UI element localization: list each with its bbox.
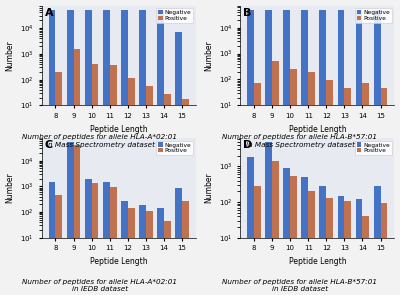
Bar: [139, 205, 146, 295]
Bar: [283, 9, 290, 295]
Bar: [380, 88, 388, 295]
Bar: [146, 211, 153, 295]
Y-axis label: Number: Number: [6, 40, 14, 71]
Text: D: D: [243, 140, 252, 150]
Bar: [164, 221, 171, 295]
Text: Number of peptides for allele HLA-A*02:01
in IEDB dataset: Number of peptides for allele HLA-A*02:0…: [22, 279, 178, 292]
Bar: [182, 201, 189, 295]
Bar: [56, 194, 62, 295]
Bar: [146, 86, 153, 295]
Text: C: C: [45, 140, 53, 150]
Y-axis label: Number: Number: [6, 172, 14, 203]
Bar: [92, 64, 98, 295]
Bar: [157, 208, 164, 295]
Text: Number of peptides for allele HLA-B*57:01
in Mass Spectrometry dataset: Number of peptides for allele HLA-B*57:0…: [222, 134, 378, 148]
Bar: [85, 179, 92, 295]
Bar: [121, 201, 128, 295]
Y-axis label: Number: Number: [204, 40, 213, 71]
Bar: [48, 10, 56, 295]
Bar: [175, 32, 182, 295]
Bar: [272, 61, 279, 295]
Bar: [121, 10, 128, 295]
Bar: [326, 80, 333, 295]
Bar: [265, 142, 272, 295]
Bar: [290, 69, 297, 295]
Bar: [356, 9, 362, 295]
Bar: [128, 78, 135, 295]
Bar: [182, 99, 189, 295]
Bar: [254, 83, 261, 295]
Bar: [308, 72, 315, 295]
Bar: [110, 65, 116, 295]
Bar: [290, 176, 297, 295]
Bar: [320, 186, 326, 295]
Bar: [247, 9, 254, 295]
Bar: [302, 9, 308, 295]
Bar: [56, 72, 62, 295]
Bar: [272, 161, 279, 295]
Bar: [320, 9, 326, 295]
Bar: [247, 157, 254, 295]
Bar: [92, 183, 98, 295]
Bar: [74, 49, 80, 295]
Y-axis label: Number: Number: [204, 172, 213, 203]
Bar: [362, 83, 369, 295]
Legend: Negative, Positive: Negative, Positive: [355, 141, 392, 155]
Bar: [110, 187, 116, 295]
Legend: Negative, Positive: Negative, Positive: [156, 141, 193, 155]
Legend: Negative, Positive: Negative, Positive: [156, 9, 193, 23]
Text: Number of peptides for allele HLA-B*57:01
in IEDB dataset: Number of peptides for allele HLA-B*57:0…: [222, 279, 378, 292]
X-axis label: Peptide Length: Peptide Length: [288, 257, 346, 266]
Bar: [67, 142, 74, 295]
Bar: [67, 10, 74, 295]
Text: B: B: [243, 8, 252, 18]
Bar: [356, 199, 362, 295]
Bar: [48, 182, 56, 295]
Bar: [326, 198, 333, 295]
Bar: [175, 188, 182, 295]
Bar: [265, 9, 272, 295]
Bar: [164, 94, 171, 295]
Bar: [254, 186, 261, 295]
Bar: [338, 196, 344, 295]
Bar: [128, 208, 135, 295]
Bar: [74, 145, 80, 295]
Bar: [344, 88, 351, 295]
Bar: [157, 10, 164, 295]
Bar: [302, 177, 308, 295]
Bar: [139, 10, 146, 295]
Bar: [283, 168, 290, 295]
X-axis label: Peptide Length: Peptide Length: [90, 257, 148, 266]
Bar: [85, 10, 92, 295]
Bar: [308, 191, 315, 295]
X-axis label: Peptide Length: Peptide Length: [90, 124, 148, 134]
Bar: [374, 9, 380, 295]
Legend: Negative, Positive: Negative, Positive: [355, 9, 392, 23]
Bar: [103, 10, 110, 295]
Text: Number of peptides for allele HLA-A*02:01
in Mass Spectrometry dataset: Number of peptides for allele HLA-A*02:0…: [22, 134, 178, 148]
Bar: [374, 186, 380, 295]
Bar: [344, 201, 351, 295]
Bar: [362, 216, 369, 295]
X-axis label: Peptide Length: Peptide Length: [288, 124, 346, 134]
Bar: [338, 9, 344, 295]
Text: A: A: [45, 8, 53, 18]
Bar: [103, 182, 110, 295]
Bar: [380, 203, 388, 295]
